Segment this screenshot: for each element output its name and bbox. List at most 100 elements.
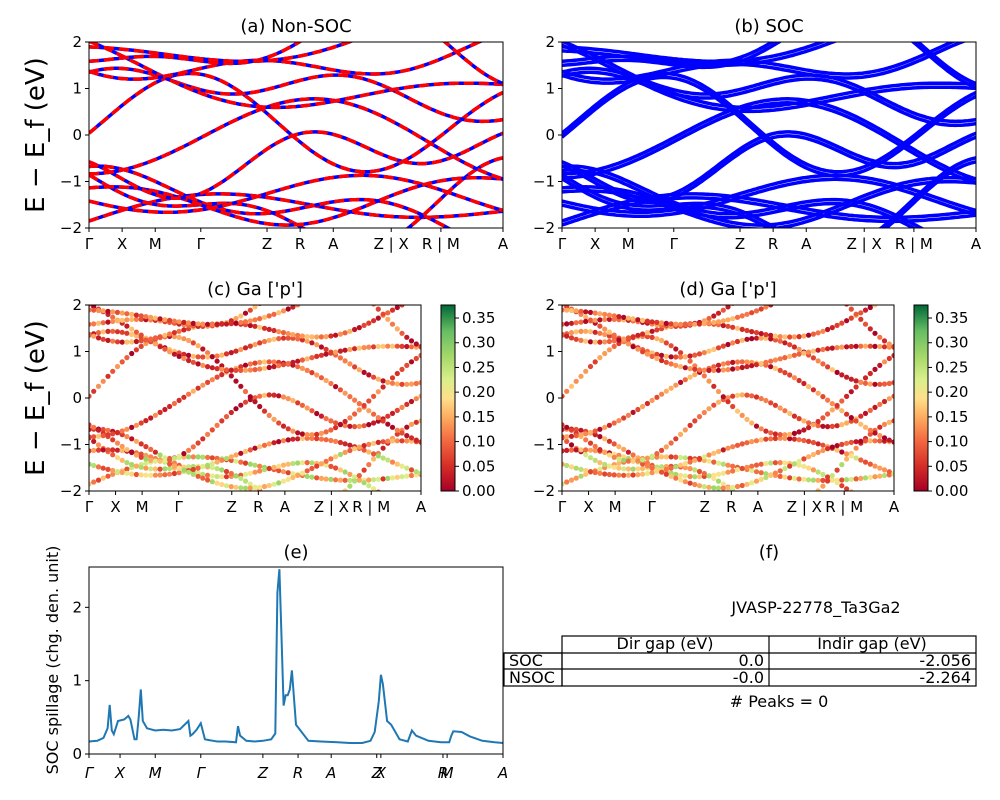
band-dot xyxy=(299,431,305,437)
band-dot xyxy=(89,434,92,440)
band-dot xyxy=(271,481,277,487)
band-dot xyxy=(829,423,835,429)
band-dot xyxy=(592,428,598,434)
band-dot xyxy=(380,476,386,482)
band-dot xyxy=(616,472,622,478)
band-dot xyxy=(176,319,182,325)
band-dot xyxy=(749,336,755,342)
band-dot xyxy=(399,381,405,387)
title-f: (f) xyxy=(759,542,779,563)
band-dot xyxy=(89,461,92,467)
band-dot xyxy=(768,472,774,478)
band-dot xyxy=(711,313,717,319)
band-dot xyxy=(323,351,329,357)
band-dot xyxy=(399,463,405,469)
band-dot xyxy=(119,317,125,323)
band-dot xyxy=(583,338,589,344)
band-dot xyxy=(100,308,106,314)
band-dot xyxy=(749,420,755,426)
band-dot xyxy=(678,472,684,478)
band-dot xyxy=(394,381,400,387)
band-dot xyxy=(592,457,598,463)
band-dot xyxy=(138,316,144,322)
band-dot xyxy=(891,393,894,399)
band-dot xyxy=(787,372,793,378)
band-dot xyxy=(839,462,845,468)
xtick-label-c: Z | X xyxy=(314,498,349,516)
band-dot xyxy=(271,359,277,365)
band-dot xyxy=(720,394,726,400)
xtick-label-d: R | M xyxy=(825,498,863,516)
band-dot xyxy=(129,471,135,477)
band-dot xyxy=(891,380,894,386)
band-dot xyxy=(659,454,665,460)
band-dot xyxy=(730,359,736,365)
band-dot xyxy=(753,335,760,341)
band-dot xyxy=(266,465,272,472)
band-dot xyxy=(105,473,111,479)
band-dot xyxy=(333,465,339,471)
band-dot xyxy=(844,411,850,417)
band-dot xyxy=(124,317,130,323)
band-dot xyxy=(564,434,570,440)
band-dot xyxy=(853,378,859,384)
band-dot xyxy=(692,457,698,463)
band-dot xyxy=(276,420,282,426)
band-dot xyxy=(162,406,168,413)
band-dot xyxy=(782,355,788,361)
title-a: (a) Non-SOC xyxy=(240,16,351,37)
band-dot xyxy=(649,465,655,471)
band-dot xyxy=(356,473,362,479)
band-dot xyxy=(891,352,894,359)
band-dot xyxy=(839,483,845,489)
band-dot xyxy=(568,335,575,341)
title-b: (b) SOC xyxy=(734,16,803,37)
colorbar-label-c: 0.20 xyxy=(462,383,495,401)
band-dot xyxy=(872,404,878,410)
band-dot xyxy=(744,416,750,422)
ytick-label-a: −1 xyxy=(60,173,82,191)
band-dot xyxy=(706,320,712,326)
xtick-label-e: Z xyxy=(371,764,383,782)
xtick-label-e: R xyxy=(438,764,448,782)
band-dot xyxy=(659,337,665,344)
band-dot xyxy=(815,423,821,429)
band-dot xyxy=(361,345,367,351)
band-dot xyxy=(100,329,106,335)
band-dot xyxy=(820,471,826,477)
band-dot xyxy=(611,313,617,319)
xtick-label-d: Z | X xyxy=(787,498,822,516)
band-dot xyxy=(611,316,617,322)
band-dot xyxy=(152,472,158,478)
band-dot xyxy=(621,314,627,320)
band-dot xyxy=(138,441,144,447)
band-dot xyxy=(730,324,736,330)
band-line-11-dashed xyxy=(89,42,503,86)
band-dot xyxy=(214,321,220,327)
band-dot xyxy=(562,321,565,327)
band-dot xyxy=(408,472,415,479)
band-dot xyxy=(290,335,296,341)
band-dot xyxy=(114,329,121,335)
band-dot xyxy=(333,384,339,390)
band-dot xyxy=(371,411,377,417)
band-dot xyxy=(806,425,812,431)
band-dot xyxy=(138,338,144,344)
band-dot xyxy=(190,359,196,365)
band-dot xyxy=(568,320,575,326)
band-dot xyxy=(810,422,817,428)
band-dot xyxy=(711,319,717,326)
band-dot xyxy=(257,468,263,474)
band-dot xyxy=(696,483,703,489)
band-dot xyxy=(725,341,731,348)
band-dot xyxy=(304,435,310,441)
band-dot xyxy=(649,353,655,359)
band-dot xyxy=(744,440,750,446)
band-dot xyxy=(95,442,102,448)
band-dot xyxy=(152,412,158,418)
band-dot xyxy=(825,326,831,333)
band-dot xyxy=(214,455,220,461)
band-dot xyxy=(806,332,812,338)
band-dot xyxy=(200,454,206,460)
band-dot xyxy=(744,481,750,487)
